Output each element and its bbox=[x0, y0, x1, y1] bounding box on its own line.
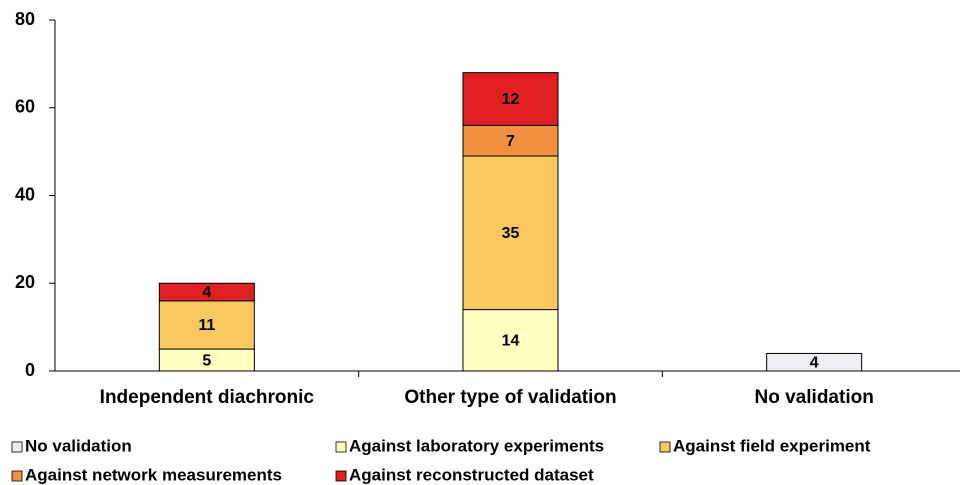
data-label: 35 bbox=[502, 225, 520, 242]
y-tick-label: 20 bbox=[15, 272, 35, 292]
data-label: 7 bbox=[506, 133, 515, 150]
data-label: 5 bbox=[202, 352, 211, 369]
x-tick-label: No validation bbox=[755, 387, 874, 408]
legend-swatch bbox=[11, 441, 23, 453]
legend-label: Against field experiment bbox=[673, 436, 871, 455]
data-label: 14 bbox=[502, 333, 520, 350]
bar-segment bbox=[462, 155, 559, 311]
x-tick-label: Other type of validation bbox=[404, 387, 616, 408]
legend-label: Against laboratory experiments bbox=[349, 436, 604, 455]
legend-swatch bbox=[659, 441, 671, 453]
bar-segment bbox=[462, 309, 559, 372]
bar-segment bbox=[158, 282, 255, 302]
legend-label: No validation bbox=[25, 436, 132, 455]
bar-segment bbox=[766, 352, 863, 372]
legend-swatch bbox=[11, 470, 23, 482]
data-label: 4 bbox=[810, 354, 819, 371]
y-tick-label: 80 bbox=[15, 9, 35, 29]
bar-segment bbox=[462, 72, 559, 126]
legend-swatch bbox=[335, 470, 347, 482]
data-label: 4 bbox=[202, 284, 211, 301]
data-label: 12 bbox=[502, 91, 520, 108]
legend-swatch bbox=[335, 441, 347, 453]
bar-segment bbox=[158, 300, 255, 350]
data-label: 11 bbox=[198, 317, 215, 334]
bar-segment bbox=[462, 124, 559, 157]
legend-label: Against network measurements bbox=[25, 465, 282, 484]
legend-label: Against reconstructed dataset bbox=[349, 465, 594, 484]
y-tick-label: 60 bbox=[15, 97, 35, 117]
y-tick-label: 40 bbox=[15, 184, 35, 204]
y-tick-label: 0 bbox=[25, 360, 35, 380]
x-tick-label: Independent diachronic bbox=[100, 387, 315, 408]
